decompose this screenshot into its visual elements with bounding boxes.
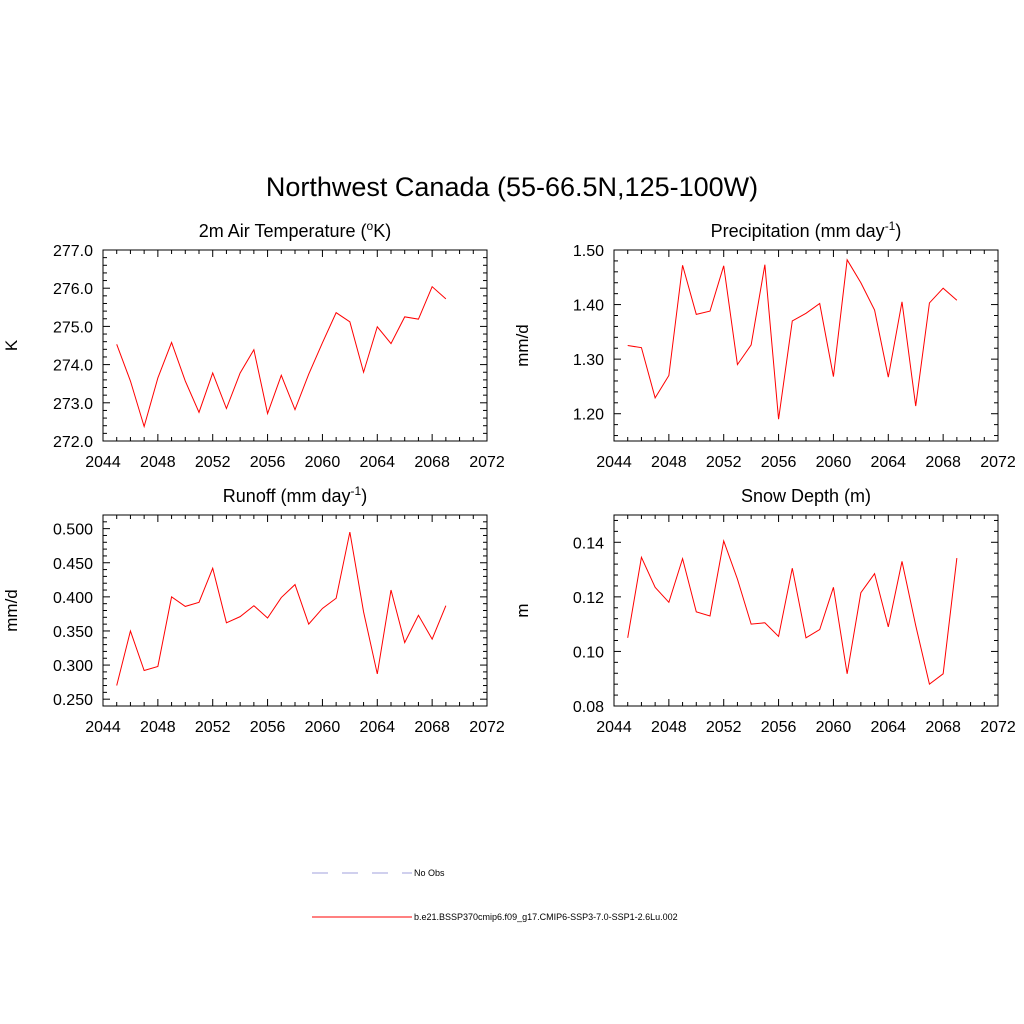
plot-frame-snow-depth [613, 514, 999, 707]
y-tick-label-temperature: 274.0 [53, 358, 93, 375]
x-tick-label-snow-depth: 2052 [706, 719, 742, 736]
panel-title-snow-depth: Snow Depth (m) [741, 486, 871, 506]
x-tick-label-precipitation: 2072 [980, 454, 1016, 471]
x-tick-label-runoff: 2060 [305, 719, 341, 736]
x-tick-label-precipitation: 2052 [706, 454, 742, 471]
y-tick-label-runoff: 0.450 [53, 556, 93, 573]
x-tick-label-temperature: 2068 [414, 454, 450, 471]
x-tick-label-precipitation: 2048 [651, 454, 687, 471]
x-tick-label-runoff: 2072 [469, 719, 505, 736]
x-tick-label-snow-depth: 2048 [651, 719, 687, 736]
x-tick-label-runoff: 2068 [414, 719, 450, 736]
y-tick-label-runoff: 0.400 [53, 590, 93, 607]
x-tick-label-snow-depth: 2072 [980, 719, 1016, 736]
y-tick-label-precipitation: 1.20 [573, 407, 604, 424]
x-tick-label-temperature: 2060 [305, 454, 341, 471]
x-tick-label-snow-depth: 2064 [870, 719, 906, 736]
y-tick-label-snow-depth: 0.08 [573, 699, 604, 716]
x-tick-label-temperature: 2044 [85, 454, 121, 471]
y-tick-label-runoff: 0.300 [53, 658, 93, 675]
y-tick-label-runoff: 0.250 [53, 692, 93, 709]
legend: No Obs b.e21.BSSP370cmip6.f09_g17.CMIP6-S… [312, 868, 678, 922]
series-line-runoff [116, 531, 447, 686]
x-tick-label-snow-depth: 2060 [816, 719, 852, 736]
plot-frame-temperature [102, 249, 488, 442]
x-tick-label-snow-depth: 2056 [761, 719, 797, 736]
panel-title-runoff: Runoff (mm day-1) [223, 484, 367, 506]
x-tick-label-precipitation: 2064 [870, 454, 906, 471]
series-line-precipitation [627, 258, 958, 420]
plot-frame-precipitation [613, 249, 999, 442]
x-tick-label-precipitation: 2056 [761, 454, 797, 471]
panel-snow-depth: Snow Depth (m) m 2044 2048 2052 2056 2060 2064 2… [513, 486, 1016, 736]
plot-frame-runoff [102, 514, 488, 707]
panel-title-precipitation: Precipitation (mm day-1) [711, 219, 902, 241]
series-line-temperature [116, 285, 447, 429]
x-tick-label-snow-depth: 2068 [925, 719, 961, 736]
y-tick-label-runoff: 0.500 [53, 522, 93, 539]
panel-title-temperature: 2m Air Temperature (oK) [199, 219, 391, 241]
series-line-snow-depth [627, 539, 958, 686]
panel-precipitation: Precipitation (mm day-1) mm/d 2044 2048 2052… [513, 219, 1016, 471]
x-tick-label-runoff: 2048 [140, 719, 176, 736]
y-axis-label-precipitation: mm/d [513, 324, 532, 367]
x-tick-label-precipitation: 2060 [816, 454, 852, 471]
y-tick-label-snow-depth: 0.10 [573, 644, 604, 661]
x-tick-label-temperature: 2048 [140, 454, 176, 471]
y-tick-label-snow-depth: 0.14 [573, 535, 604, 552]
y-tick-label-precipitation: 1.30 [573, 352, 604, 369]
x-tick-label-temperature: 2072 [469, 454, 505, 471]
y-tick-label-precipitation: 1.50 [573, 243, 604, 260]
y-tick-label-precipitation: 1.40 [573, 298, 604, 315]
x-tick-label-snow-depth: 2044 [596, 719, 632, 736]
y-axis-label-snow-depth: m [513, 603, 532, 617]
legend-label-no-obs: No Obs [414, 868, 445, 878]
x-tick-label-runoff: 2044 [85, 719, 121, 736]
x-tick-label-temperature: 2056 [250, 454, 286, 471]
y-tick-label-temperature: 273.0 [53, 396, 93, 413]
x-tick-label-precipitation: 2044 [596, 454, 632, 471]
y-tick-label-snow-depth: 0.12 [573, 590, 604, 607]
x-tick-label-precipitation: 2068 [925, 454, 961, 471]
y-tick-label-temperature: 277.0 [53, 243, 93, 260]
y-axis-label-runoff: mm/d [2, 589, 21, 632]
x-tick-label-runoff: 2064 [359, 719, 395, 736]
panel-temperature: 2m Air Temperature (oK) K 2044 2048 2052 2056… [2, 219, 505, 471]
y-tick-label-temperature: 275.0 [53, 319, 93, 336]
x-tick-label-temperature: 2052 [195, 454, 231, 471]
legend-label-model: b.e21.BSSP370cmip6.f09_g17.CMIP6-SSP3-7.… [414, 912, 678, 922]
panel-runoff: Runoff (mm day-1) mm/d 2044 2048 2052 2056 206… [2, 484, 505, 736]
y-axis-label-temperature: K [2, 339, 21, 351]
x-tick-label-runoff: 2052 [195, 719, 231, 736]
y-tick-label-temperature: 276.0 [53, 281, 93, 298]
y-tick-label-runoff: 0.350 [53, 624, 93, 641]
x-tick-label-temperature: 2064 [359, 454, 395, 471]
y-tick-label-temperature: 272.0 [53, 434, 93, 451]
figure-title: Northwest Canada (55-66.5N,125-100W) [266, 172, 758, 202]
x-tick-label-runoff: 2056 [250, 719, 286, 736]
